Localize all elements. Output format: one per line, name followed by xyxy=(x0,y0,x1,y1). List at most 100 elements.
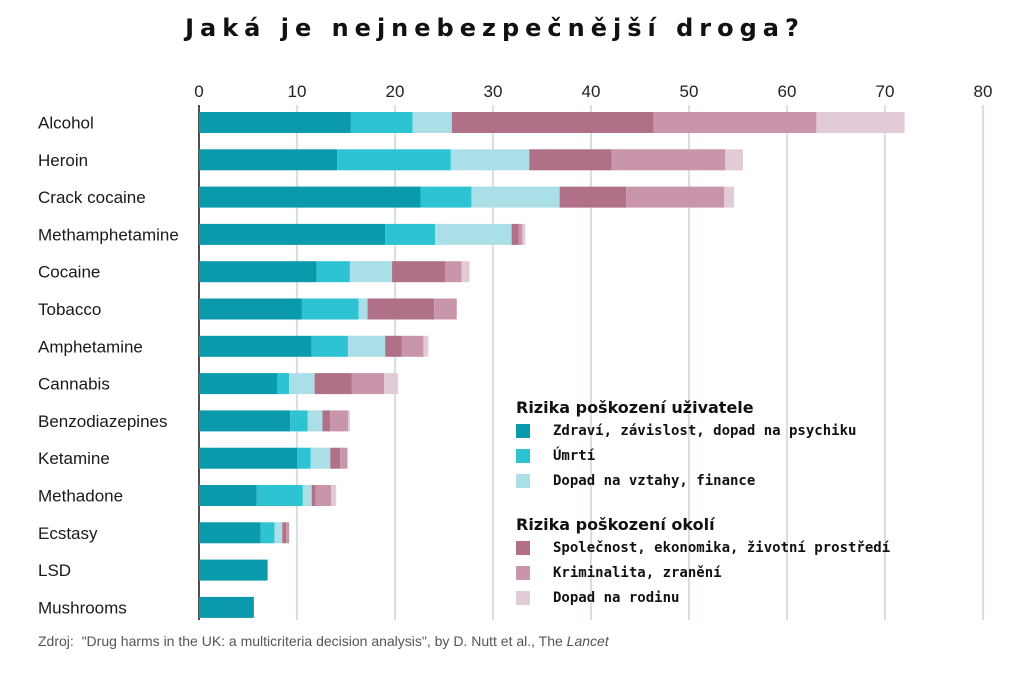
bar-segment xyxy=(412,112,452,133)
bar-segment xyxy=(289,373,315,395)
bar-segment xyxy=(420,186,472,208)
bar-segment xyxy=(518,223,523,245)
x-tick-label: 50 xyxy=(680,82,699,101)
bar-segment xyxy=(626,186,725,208)
legend: Rizika poškození uživatele Zdraví, závisl… xyxy=(516,398,890,606)
bars xyxy=(199,112,905,618)
bar-segment xyxy=(199,186,421,208)
bar-segment xyxy=(199,335,312,357)
bar-segment xyxy=(423,335,429,357)
bar-segment xyxy=(816,112,905,133)
bar-segment xyxy=(725,149,743,171)
bar-segment xyxy=(346,447,348,469)
bar-segment xyxy=(310,447,331,469)
category-label: Methadone xyxy=(38,487,123,506)
bar-segment xyxy=(311,335,348,357)
category-label: Ecstasy xyxy=(38,524,98,543)
legend-swatch xyxy=(516,424,530,438)
x-tick-label: 20 xyxy=(386,82,405,101)
source-text: "Drug harms in the UK: a multicriteria d… xyxy=(81,633,567,649)
bar-segment xyxy=(199,596,254,618)
x-tick-label: 0 xyxy=(194,82,203,101)
bar-segment xyxy=(282,522,287,544)
category-label: Cocaine xyxy=(38,263,100,282)
legend-label: Zdraví, závislost, dopad na psychiku xyxy=(553,423,856,439)
legend-heading: Rizika poškození uživatele xyxy=(516,398,754,417)
category-label: Heroin xyxy=(38,151,88,170)
legend-swatch xyxy=(516,541,530,555)
bar-segment xyxy=(199,112,351,133)
x-tick-label: 40 xyxy=(582,82,601,101)
bar-segment xyxy=(322,410,331,432)
bar-segment xyxy=(522,223,526,245)
bar-segment xyxy=(311,485,316,506)
category-label: Amphetamine xyxy=(38,337,143,356)
bar-segment xyxy=(358,298,368,320)
bar-segment xyxy=(559,186,627,208)
bar-segment xyxy=(347,335,386,357)
bar-segment xyxy=(330,447,341,469)
bar-segment xyxy=(301,298,359,320)
source-journal: Lancet xyxy=(566,633,609,649)
category-label: Benzodiazepines xyxy=(38,412,167,431)
bar-segment xyxy=(611,149,726,171)
bar-segment xyxy=(471,186,560,208)
category-label: Mushrooms xyxy=(38,598,127,617)
legend-label: Kriminalita, zranění xyxy=(553,565,722,581)
bar-segment xyxy=(274,522,283,544)
legend-label: Úmrtí xyxy=(553,446,595,464)
x-tick-label: 10 xyxy=(288,82,307,101)
bar-segment xyxy=(450,149,530,171)
category-label: Ketamine xyxy=(38,449,110,468)
bar-segment xyxy=(314,373,352,395)
bar-segment xyxy=(351,373,385,395)
bar-segment xyxy=(277,373,290,395)
category-label: Alcohol xyxy=(38,114,94,133)
bar-segment xyxy=(256,485,303,506)
bar-segment xyxy=(350,112,413,133)
legend-swatch xyxy=(516,474,530,488)
x-tick-label: 30 xyxy=(484,82,503,101)
category-label: Crack cocaine xyxy=(38,188,146,207)
bar-segment xyxy=(337,149,451,171)
bar-segment xyxy=(330,410,348,432)
bar-segment xyxy=(435,223,512,245)
category-label: Cannabis xyxy=(38,375,110,394)
bar-segment xyxy=(461,261,470,283)
bar-segment xyxy=(199,223,386,245)
bar-segment xyxy=(199,559,268,581)
bar-segment xyxy=(199,261,317,283)
legend-label: Dopad na rodinu xyxy=(553,590,679,606)
bar-segment xyxy=(511,223,519,245)
bar-segment xyxy=(347,410,350,432)
x-tick-label: 80 xyxy=(974,82,993,101)
bar-segment xyxy=(199,373,278,395)
bar-segment xyxy=(340,447,347,469)
bar-segment xyxy=(444,261,462,283)
bar-segment xyxy=(297,447,311,469)
legend-swatch xyxy=(516,566,530,580)
bar-segment xyxy=(199,410,291,432)
bar-segment xyxy=(331,485,337,506)
legend-heading: Rizika poškození okolí xyxy=(516,515,716,534)
bar-segment xyxy=(199,298,302,320)
bar-segment xyxy=(392,261,445,283)
bar-segment xyxy=(384,373,398,395)
bar-segment xyxy=(385,335,402,357)
category-label: Methamphetamine xyxy=(38,225,179,244)
bar-segment xyxy=(529,149,612,171)
bar-segment xyxy=(451,112,654,133)
bar-segment xyxy=(199,447,297,469)
x-axis-ticks: 0 10 20 30 40 50 60 70 80 xyxy=(194,82,992,101)
legend-label: Dopad na vztahy, finance xyxy=(553,473,755,489)
x-tick-label: 60 xyxy=(778,82,797,101)
source-note: Zdroj: "Drug harms in the UK: a multicri… xyxy=(38,633,609,649)
bar-segment xyxy=(434,298,457,320)
bar-segment xyxy=(315,485,332,506)
legend-swatch xyxy=(516,591,530,605)
bar-segment xyxy=(199,485,257,506)
category-label: Tobacco xyxy=(38,300,101,319)
bar-segment xyxy=(286,522,290,544)
x-tick-label: 70 xyxy=(876,82,895,101)
bar-segment xyxy=(290,410,308,432)
